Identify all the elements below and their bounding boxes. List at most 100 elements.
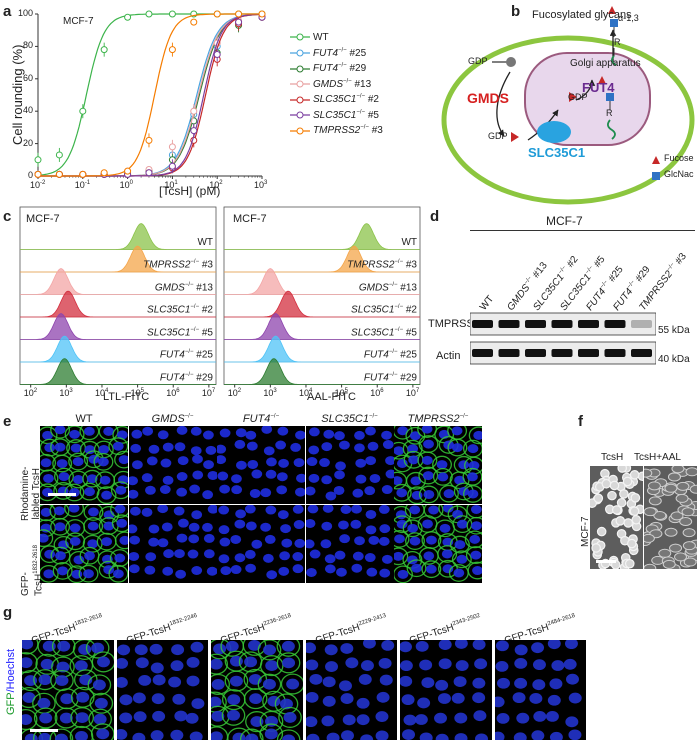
legend-marker: [290, 65, 310, 73]
histogram-row-label: WT: [401, 236, 417, 248]
legend-marker: [290, 96, 310, 104]
band-tmprss2: [631, 320, 652, 328]
blot-cell-line: MCF-7: [546, 214, 583, 228]
band-actin: [472, 349, 493, 357]
legend-entry: GMDS−/− #13: [290, 79, 383, 95]
legend-entry: TMPRSS2−/− #3: [290, 125, 383, 141]
histogram-x-tick: 104: [298, 387, 313, 398]
fucose-icon: [598, 76, 606, 84]
fucose-icon: [608, 6, 616, 14]
chart-cell-line: MCF-7: [63, 16, 94, 27]
series-5: [34, 13, 266, 178]
series-0: [34, 10, 266, 176]
gdp-label-bottom: GDP: [488, 131, 508, 141]
band-tmprss2: [551, 320, 573, 328]
data-point: [34, 170, 42, 178]
e-column-label: SLC35C1−/−: [321, 413, 378, 425]
fucosylation-schematic: [441, 6, 695, 205]
histogram-curve: [20, 268, 216, 295]
panel-label-d: d: [430, 208, 440, 225]
fut4-label: FUT4: [582, 80, 615, 95]
band-actin: [604, 349, 626, 357]
micrograph-rhodamine: [217, 426, 305, 504]
histogram-x-tick: 102: [227, 387, 242, 398]
legend-glcnac: GlcNac: [664, 169, 694, 179]
histogram-x-tick: 105: [130, 387, 144, 398]
histogram-curve: [20, 290, 216, 318]
fucose-icon: [569, 92, 577, 102]
histogram-cell-line-right: MCF-7: [233, 213, 267, 225]
x-tick-label: 103: [254, 180, 268, 190]
histogram-row-label: TMPRSS2−/− #3: [347, 259, 417, 271]
blot-lane-label: TMPRSS2−/− #3: [637, 251, 689, 313]
histogram-panel-0: [19, 206, 217, 388]
x-tick-label: 10-2: [30, 180, 46, 190]
e-column-label: FUT4−/−: [242, 413, 280, 425]
y-tick-label: 60: [22, 72, 33, 83]
y-tick-label: 100: [17, 8, 33, 18]
histogram-row-label: SLC35C1−/− #2: [351, 304, 417, 316]
histogram-curve: [224, 290, 420, 318]
series-2: [34, 13, 266, 178]
data-point: [79, 170, 87, 178]
legend-entry: FUT4−/− #29: [290, 63, 383, 79]
micrograph-construct: [211, 640, 303, 740]
band-actin: [498, 349, 520, 357]
data-point: [168, 46, 176, 54]
y-tick-label: 0: [27, 170, 33, 180]
histogram-curve: [20, 358, 216, 385]
data-point: [190, 107, 198, 115]
legend-entry: SLC35C1−/− #2: [290, 94, 383, 110]
data-point: [190, 127, 198, 135]
kda-55: 55 kDa: [658, 325, 690, 336]
data-point: [124, 13, 132, 21]
histogram-row-label: SLC35C1−/− #2: [147, 304, 213, 316]
fit-line: [38, 13, 262, 177]
band-tmprss2: [578, 320, 599, 328]
scale-bar: [48, 493, 76, 496]
glcnac-icon: [606, 93, 614, 101]
micrograph-gfp: [394, 505, 482, 583]
legend-entry: SLC35C1−/− #5: [290, 110, 383, 126]
dose-response-chart: [34, 10, 266, 179]
phase-contrast-image: [590, 466, 643, 569]
chart-ylabel: Cell rounding (%): [10, 44, 25, 145]
micrograph-construct: [22, 640, 114, 740]
phase-col-tcsh: TcsH: [601, 452, 624, 463]
band-actin: [631, 349, 652, 357]
flow-histograms: [19, 206, 421, 388]
band-tmprss2: [472, 320, 493, 328]
histogram-x-tick: 106: [370, 387, 384, 398]
e-column-label: WT: [75, 413, 93, 425]
e-column-label: GMDS−/−: [151, 413, 194, 425]
x-tick-label: 102: [209, 180, 223, 190]
data-point: [168, 10, 176, 18]
data-point: [213, 10, 221, 18]
data-point: [145, 10, 153, 18]
x-tick-label: 100: [119, 180, 133, 190]
kda-40: 40 kDa: [658, 354, 690, 365]
series-3: [34, 12, 266, 178]
phase-col-tcsh-aal: TcsH+AAL: [634, 452, 681, 463]
micrograph-gfp: [128, 505, 217, 583]
series-1: [34, 12, 266, 178]
panel-label-g: g: [3, 604, 13, 621]
panel-label-c: c: [3, 208, 12, 225]
histogram-panel-1: [223, 206, 421, 388]
band-actin: [551, 349, 573, 357]
blot-row-tmprss2: TMPRSS2: [428, 318, 480, 330]
histogram-row-label: FUT4−/− #25: [159, 349, 213, 361]
micrograph-rhodamine: [40, 426, 128, 504]
micrograph-construct: [400, 640, 492, 740]
histogram-xlabel-right: AAL-FITC: [307, 391, 356, 403]
blot-row-actin: Actin: [436, 350, 461, 362]
data-point: [213, 51, 221, 58]
data-point: [34, 156, 42, 164]
r-label-top: R: [614, 37, 621, 47]
data-point: [100, 46, 108, 54]
scale-bar: [30, 729, 58, 732]
histogram-row-label: FUT4−/− #29: [159, 371, 213, 383]
micrograph-rhodamine: [394, 426, 482, 504]
g-side-label: GFP/Hoechst: [5, 648, 17, 715]
data-point: [145, 136, 153, 144]
